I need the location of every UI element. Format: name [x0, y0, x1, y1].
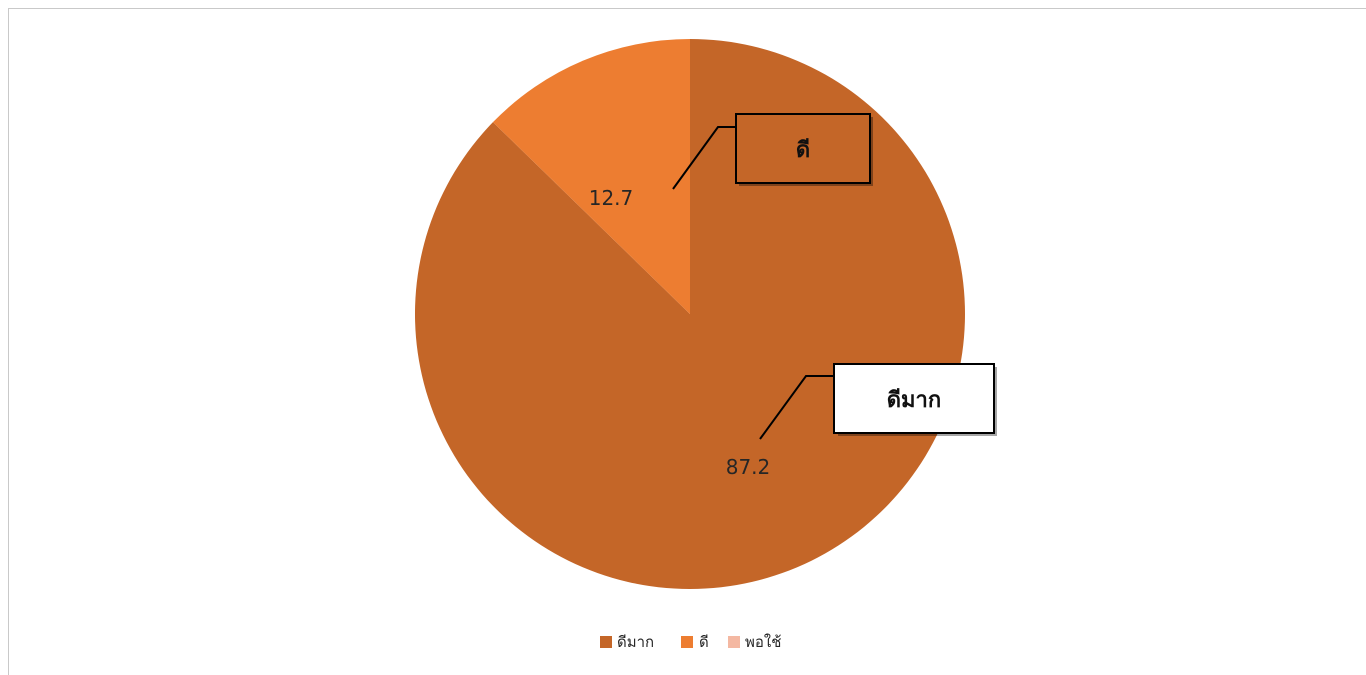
data-label-dee: 12.7 [589, 186, 634, 210]
legend-label-dee-mak: ดีมาก [617, 633, 654, 651]
pie-slices [414, 39, 965, 589]
callout-box-dee: ดี [735, 113, 873, 186]
legend-label-por-chai: พอใช้ [745, 633, 781, 651]
pie-slice-dee [492, 39, 690, 314]
callout-label-dee: ดี [796, 138, 810, 163]
callout-box-dee-mak: ดีมาก [833, 363, 997, 436]
legend-swatch-por-chai [728, 636, 740, 648]
callout-label-dee-mak: ดีมาก [887, 388, 941, 413]
leader-line-dee [672, 126, 736, 190]
legend-swatch-dee [681, 636, 693, 648]
legend-swatch-dee-mak [600, 636, 612, 648]
chart-area [8, 8, 1366, 675]
leader-lines [672, 126, 834, 440]
legend-label-dee: ดี [699, 633, 709, 651]
leader-line-dee-mak [759, 375, 834, 440]
legend: ดีมาก ดี พอใช้ [600, 633, 781, 651]
data-label-dee-mak: 87.2 [726, 455, 771, 479]
